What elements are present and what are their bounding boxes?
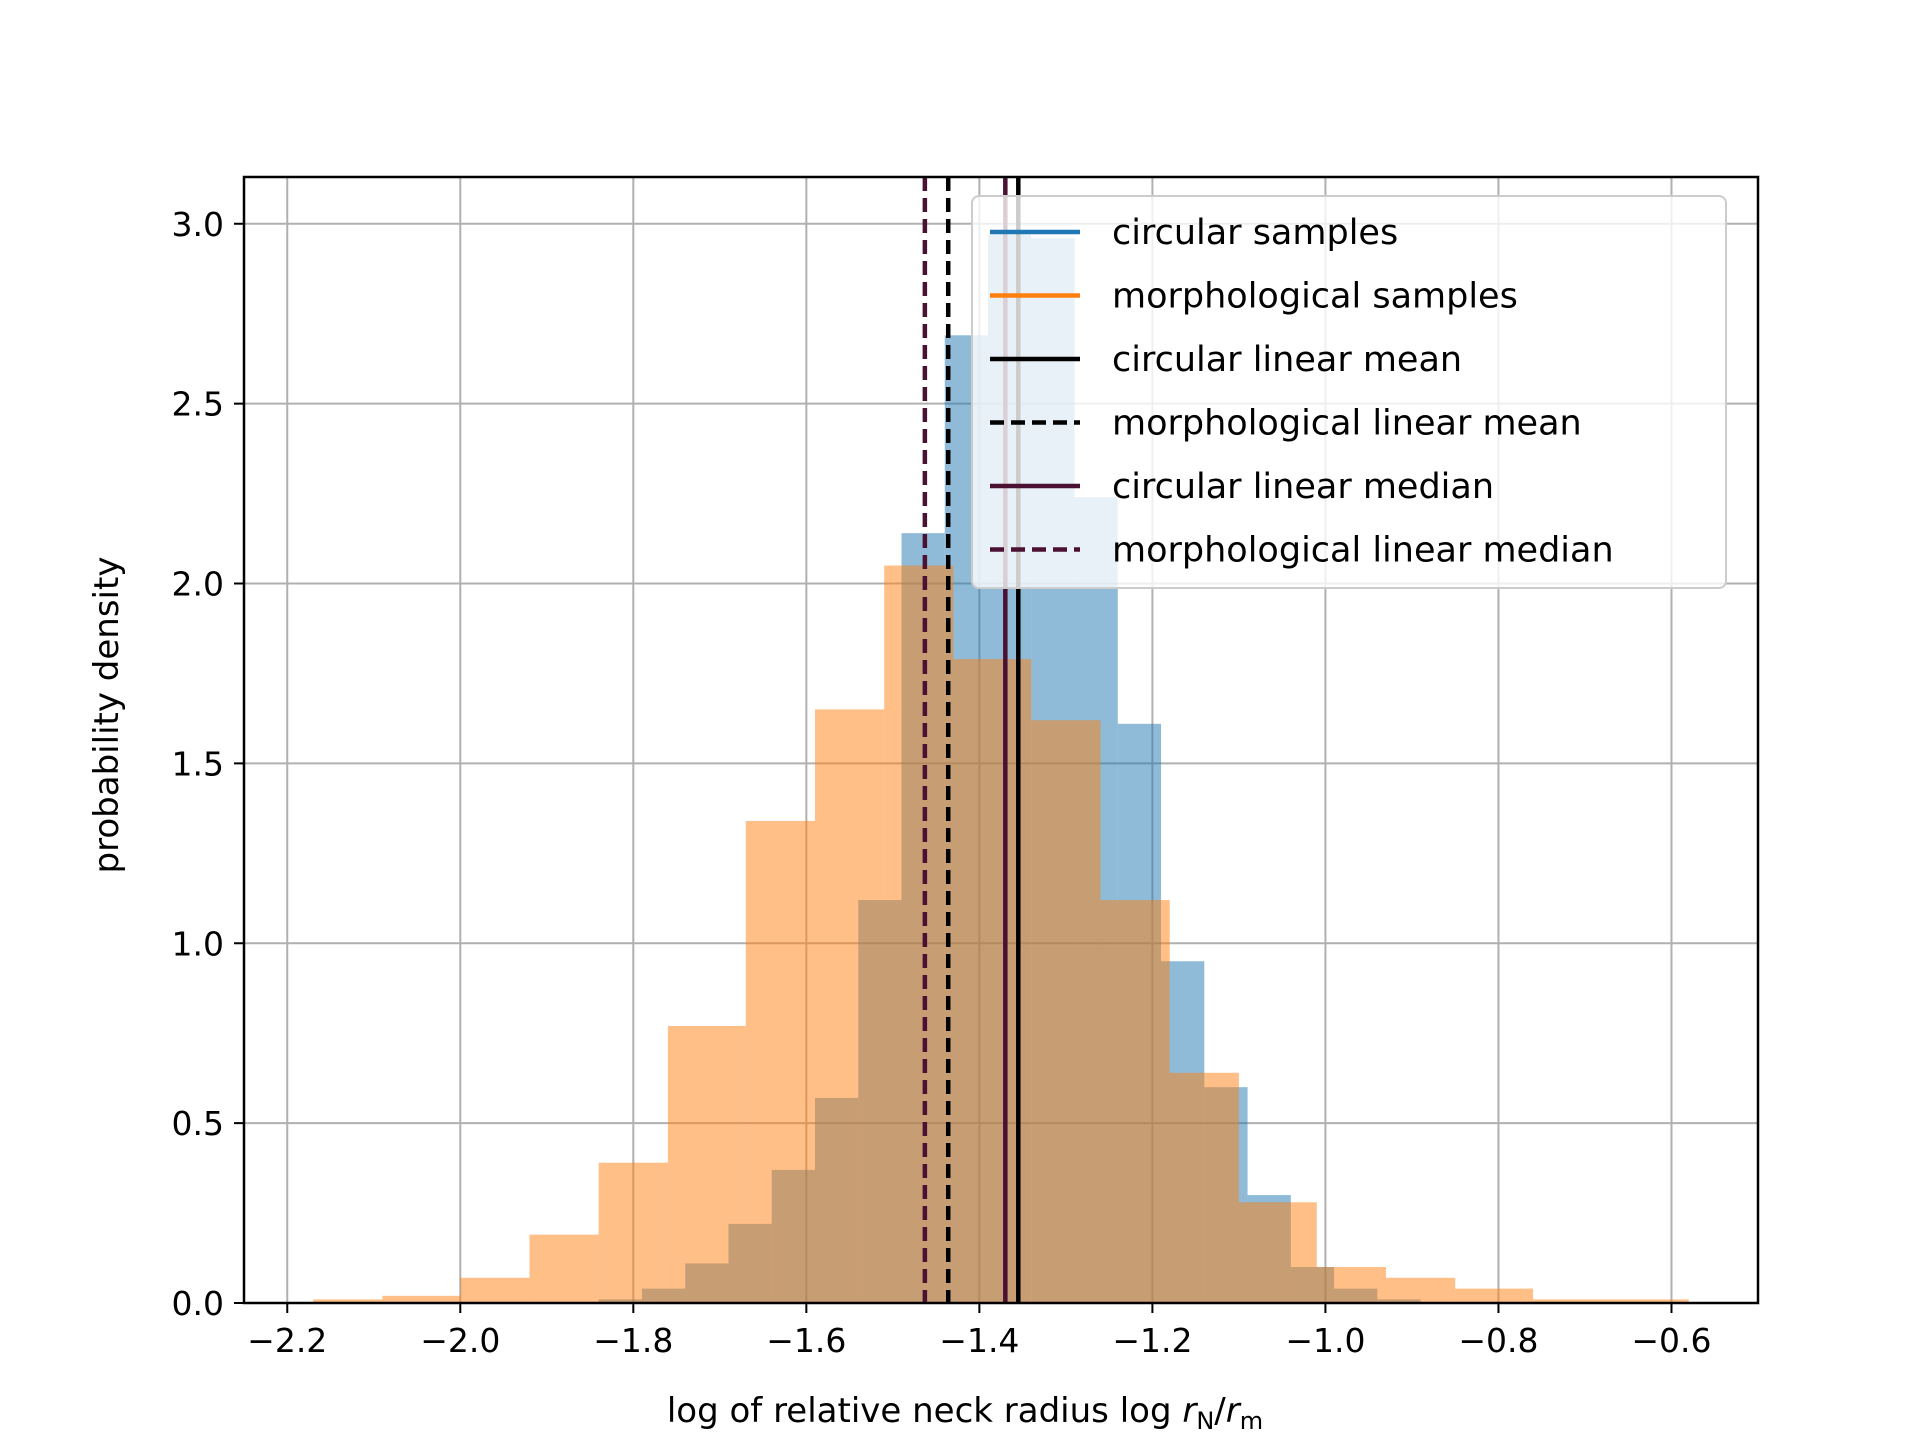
y-tick-label-0: 0.0 xyxy=(172,1284,224,1323)
legend-morphological-mean-label: morphological linear mean xyxy=(1112,404,1582,444)
morphological-bar-13 xyxy=(1238,1202,1317,1303)
x-axis-label-r2: r xyxy=(1226,1391,1242,1431)
y-tick-label-4: 2.0 xyxy=(172,565,224,604)
x-tick-label-4: −1.4 xyxy=(939,1321,1019,1360)
morphological-bar-16 xyxy=(1455,1288,1534,1303)
x-tick-label-6: −1.0 xyxy=(1285,1321,1365,1360)
y-tick-label-5: 2.5 xyxy=(172,385,224,424)
morphological-bar-8 xyxy=(884,565,954,1303)
x-axis-label-r1: r xyxy=(1182,1391,1198,1431)
morphological-bar-14 xyxy=(1316,1267,1386,1303)
y-tick-label-2: 1.0 xyxy=(172,924,224,963)
x-tick-label-1: −2.0 xyxy=(420,1321,500,1360)
morphological-bar-10 xyxy=(1031,720,1101,1303)
x-axis-label: log of relative neck radius log rN/rm xyxy=(667,1391,1263,1435)
morphological-bar-7 xyxy=(814,709,885,1303)
morphological-bar-18 xyxy=(1602,1299,1689,1303)
axes xyxy=(242,175,1760,1305)
morphological-bar-5 xyxy=(667,1025,746,1303)
legend-circular-samples-label: circular samples xyxy=(1112,213,1398,253)
x-axis-label-sub-m: m xyxy=(1240,1407,1263,1435)
x-axis-label-text: log of relative neck radius log xyxy=(667,1391,1182,1431)
x-axis-label-slash: / xyxy=(1214,1391,1226,1431)
morphological-bar-3 xyxy=(529,1234,599,1303)
morphological-bar-12 xyxy=(1169,1072,1239,1303)
morphological-bar-1 xyxy=(382,1295,461,1303)
legend-circular-median-label: circular linear median xyxy=(1112,467,1494,507)
y-tick-label-3: 1.5 xyxy=(172,744,224,783)
x-axis-label-sub-n: N xyxy=(1196,1407,1214,1435)
legend-morphological-samples-label: morphological samples xyxy=(1112,277,1518,317)
x-tick-label-7: −0.8 xyxy=(1458,1321,1538,1360)
plot-frame xyxy=(242,175,1760,1305)
ticks: −2.2 −2.0 −1.8 −1.6 −1.4 −1.2 −1.0 −0.8 −0.6 0.0 0… xyxy=(172,205,1712,1360)
legend-circular-mean-label: circular linear mean xyxy=(1112,340,1462,380)
morphological-bar-0 xyxy=(313,1299,383,1303)
y-tick-label-6: 3.0 xyxy=(172,205,224,244)
y-axis-label: probability density xyxy=(87,557,127,874)
morphological-bar-17 xyxy=(1533,1299,1603,1303)
morphological-bar-15 xyxy=(1385,1277,1456,1303)
morphological-bar-4 xyxy=(598,1162,668,1303)
x-tick-label-5: −1.2 xyxy=(1112,1321,1192,1360)
legend-morphological-median-label: morphological linear median xyxy=(1112,531,1614,571)
x-tick-label-8: −0.6 xyxy=(1631,1321,1711,1360)
y-tick-label-1: 0.5 xyxy=(172,1104,224,1143)
legend: circular samples morphological samples cir… xyxy=(971,195,1727,589)
morphological-bar-2 xyxy=(460,1277,530,1303)
x-tick-label-2: −1.8 xyxy=(593,1321,673,1360)
morphological-bar-6 xyxy=(745,820,815,1303)
x-tick-label-0: −2.2 xyxy=(247,1321,327,1360)
morphological-bar-11 xyxy=(1100,900,1170,1303)
x-tick-label-3: −1.6 xyxy=(766,1321,846,1360)
legend-box xyxy=(971,195,1727,589)
